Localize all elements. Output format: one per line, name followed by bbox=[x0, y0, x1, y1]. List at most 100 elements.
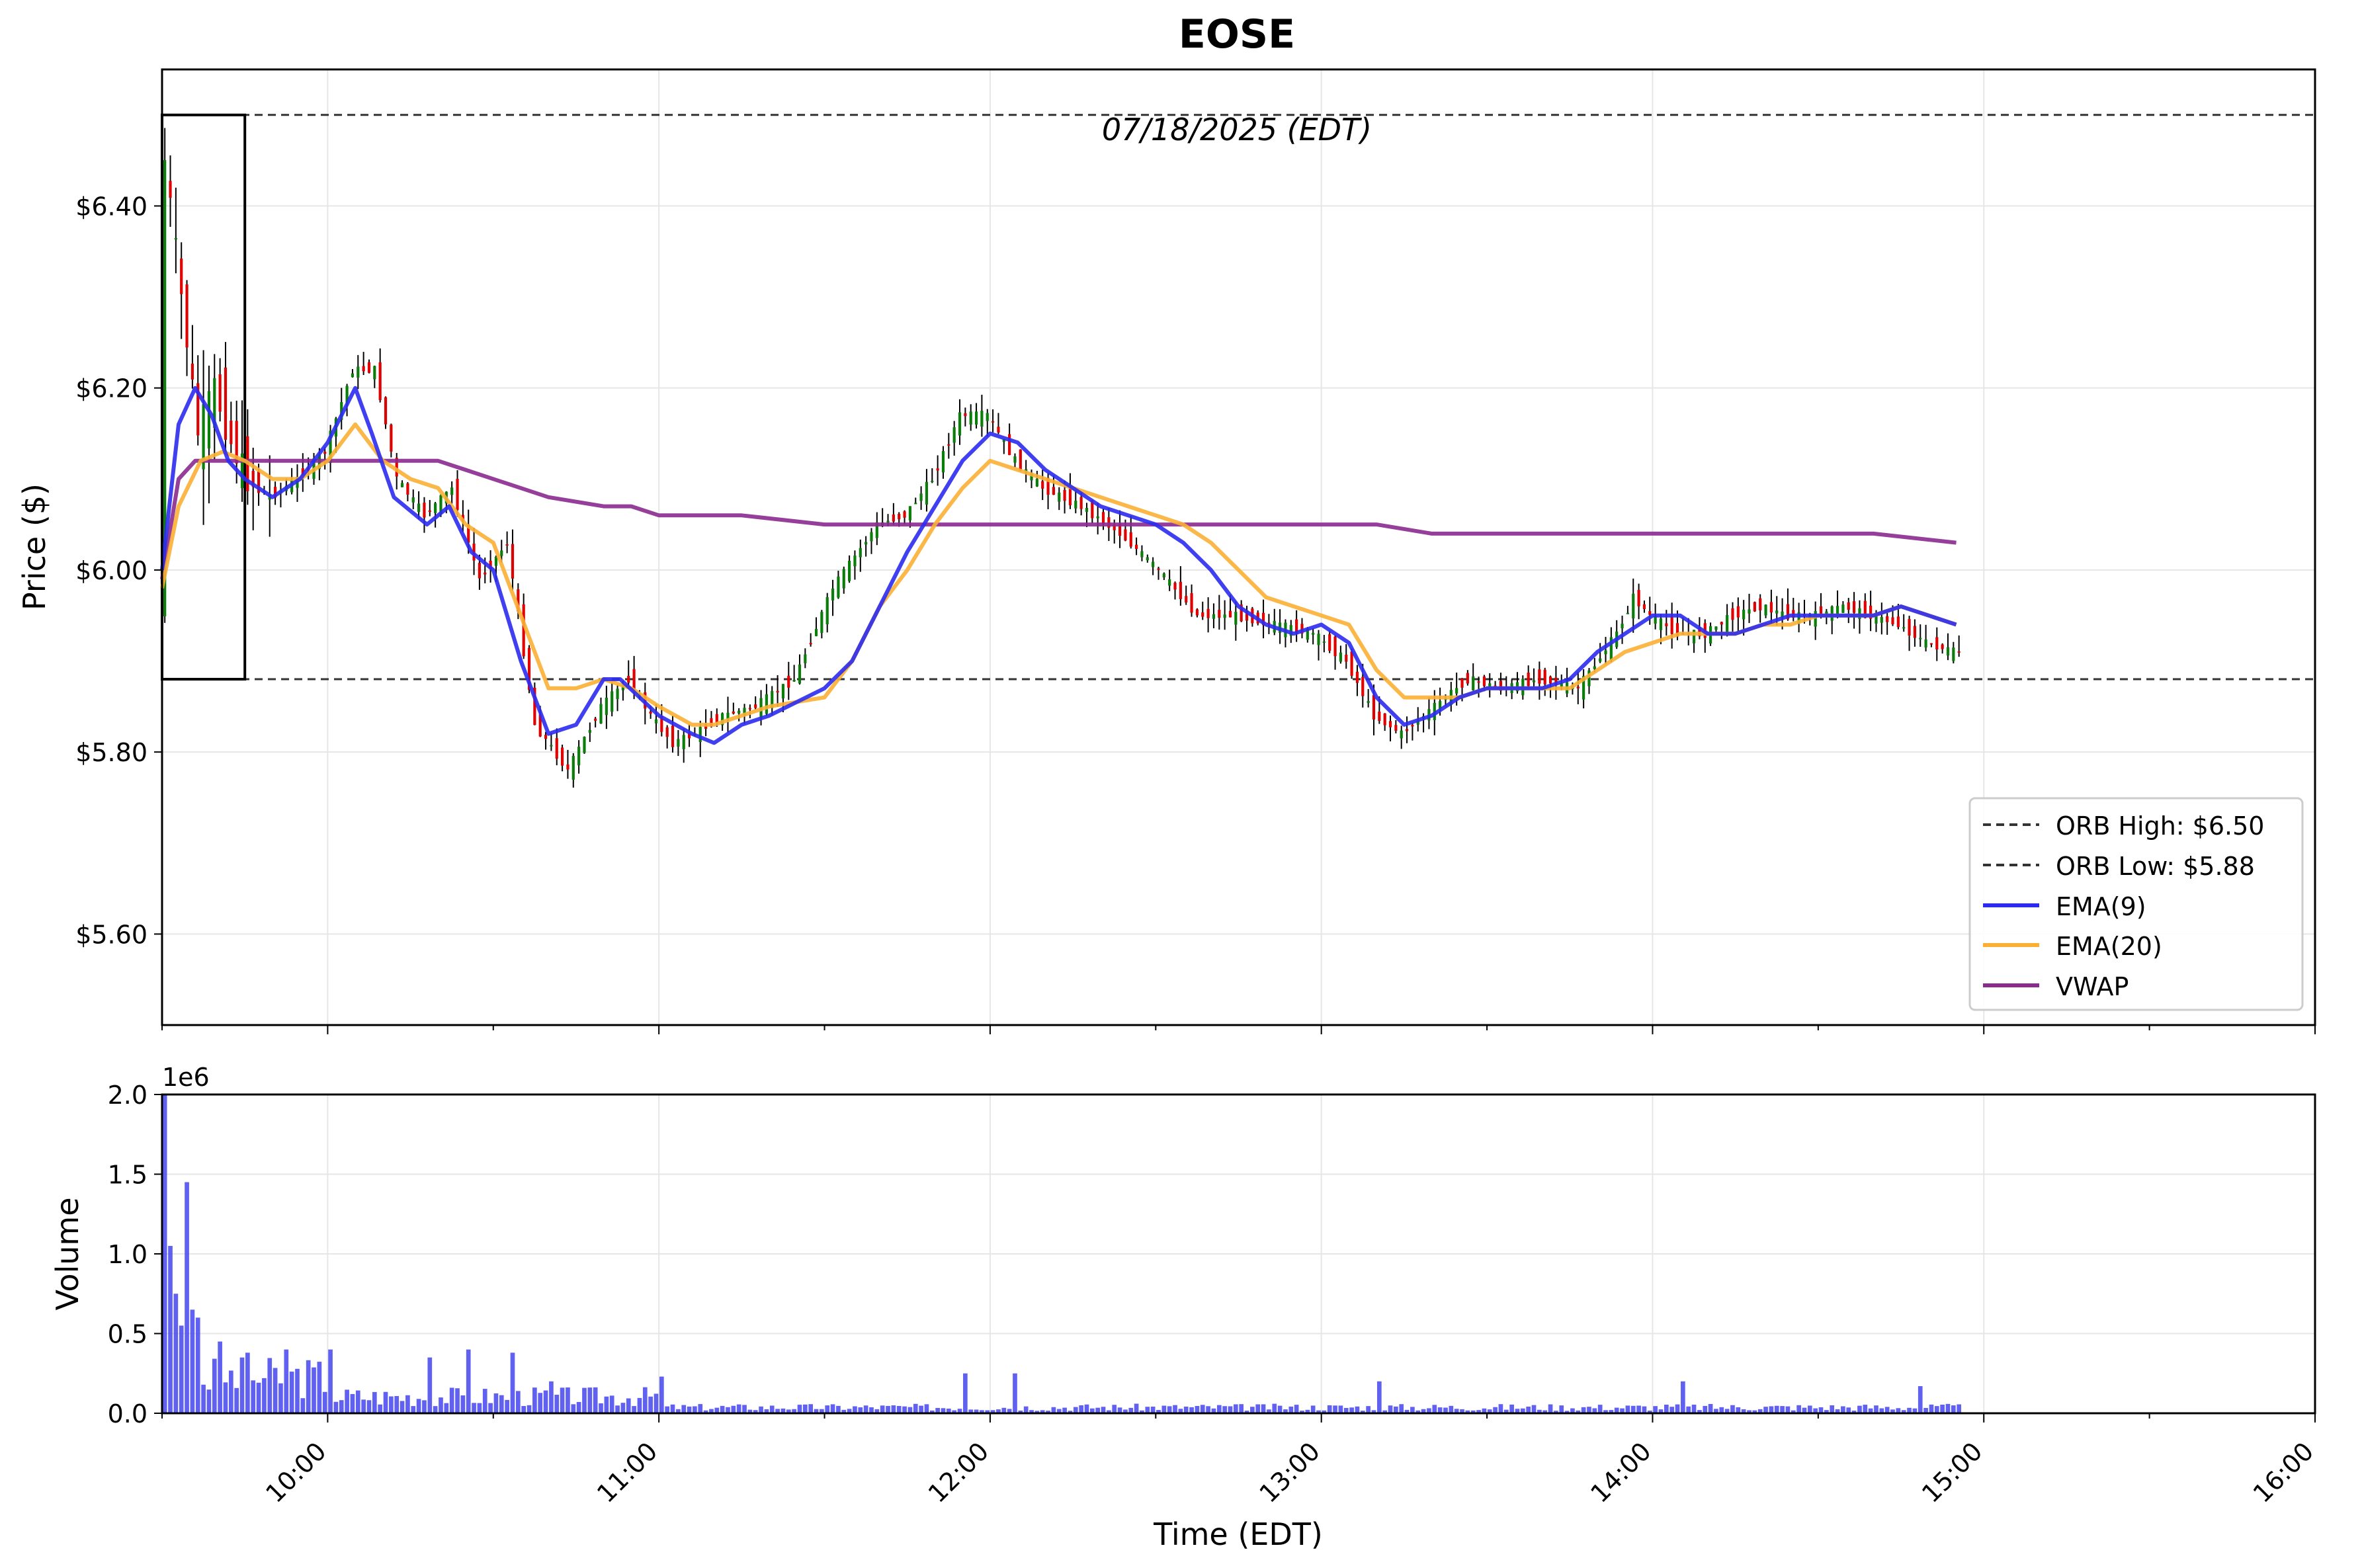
volume-bar bbox=[1404, 1409, 1410, 1413]
candle-body bbox=[423, 503, 426, 518]
volume-bar bbox=[571, 1404, 576, 1413]
candle-body bbox=[1835, 606, 1839, 616]
volume-bar bbox=[1382, 1410, 1388, 1413]
candle-body bbox=[886, 520, 890, 523]
volume-bar bbox=[1614, 1407, 1619, 1413]
candle-body bbox=[687, 733, 691, 739]
candle-body bbox=[1378, 712, 1381, 722]
volume-bar bbox=[747, 1409, 753, 1413]
candle-body bbox=[1642, 604, 1646, 609]
candle-body bbox=[583, 737, 586, 753]
volume-bar bbox=[532, 1387, 537, 1413]
volume-bar bbox=[1846, 1407, 1851, 1413]
volume-bar bbox=[1173, 1405, 1177, 1413]
candle-body bbox=[1560, 682, 1563, 687]
volume-bar bbox=[698, 1404, 703, 1413]
volume-bar bbox=[853, 1406, 857, 1413]
candle-body bbox=[1079, 497, 1083, 509]
candle-body bbox=[1201, 612, 1204, 617]
volume-bar bbox=[1526, 1406, 1531, 1413]
candle-body bbox=[1118, 524, 1122, 536]
volume-bar bbox=[919, 1405, 923, 1413]
candle-body bbox=[1869, 605, 1873, 619]
volume-bar bbox=[736, 1404, 741, 1413]
volume-bar bbox=[654, 1393, 659, 1413]
candle-body bbox=[1488, 683, 1492, 689]
candle-body bbox=[1113, 524, 1116, 530]
volume-bar bbox=[1244, 1411, 1249, 1413]
volume-bar bbox=[1300, 1411, 1304, 1413]
candle-body bbox=[865, 542, 868, 545]
volume-bar bbox=[267, 1358, 273, 1413]
candle-body bbox=[665, 727, 669, 737]
volume-bar bbox=[422, 1400, 427, 1413]
volume-bar bbox=[372, 1391, 377, 1413]
volume-bar bbox=[228, 1370, 233, 1413]
volume-bar bbox=[1432, 1405, 1437, 1413]
volume-y-axis: 0.0 0.5 1.0 1.5 2.0 bbox=[108, 1081, 162, 1428]
volume-bar bbox=[505, 1399, 509, 1413]
candle-body bbox=[908, 506, 911, 520]
volume-bar bbox=[472, 1403, 476, 1413]
candle-body bbox=[814, 628, 818, 636]
candle-body bbox=[522, 604, 525, 657]
candle-body bbox=[494, 556, 498, 566]
volume-bar bbox=[218, 1341, 222, 1413]
volume-bar bbox=[256, 1382, 261, 1413]
candle-body bbox=[919, 493, 923, 501]
volume-bar bbox=[1355, 1406, 1360, 1413]
price-y-tick-label: $5.80 bbox=[75, 738, 148, 767]
volume-bar bbox=[1774, 1405, 1779, 1413]
legend-label-orb-low: ORB Low: $5.88 bbox=[2056, 852, 2255, 881]
volume-bar bbox=[620, 1403, 626, 1413]
x-tick-label: 10:00 bbox=[260, 1436, 332, 1508]
volume-bar bbox=[1013, 1373, 1017, 1413]
volume-bar bbox=[527, 1405, 532, 1413]
candle-body bbox=[627, 675, 630, 683]
candle-body bbox=[517, 589, 520, 612]
candle-body bbox=[1030, 474, 1033, 481]
candle-body bbox=[1096, 516, 1099, 518]
volume-bar bbox=[1912, 1408, 1918, 1413]
legend-entry-vwap: VWAP bbox=[1983, 972, 2129, 1001]
candle-body bbox=[1107, 517, 1111, 528]
candle-body bbox=[853, 556, 857, 567]
candle-body bbox=[1781, 611, 1784, 618]
candle-body bbox=[1929, 643, 1933, 645]
volume-bar bbox=[1625, 1405, 1630, 1413]
candle-body bbox=[1731, 608, 1734, 620]
candle-body bbox=[500, 550, 503, 556]
legend-box bbox=[1968, 797, 2304, 1011]
candle-body bbox=[439, 495, 443, 515]
chart-date-subtitle: 07/18/2025 (EDT) bbox=[1102, 112, 1372, 147]
volume-bar bbox=[1333, 1405, 1337, 1413]
volume-bar bbox=[1647, 1411, 1652, 1413]
candle-body bbox=[848, 560, 851, 581]
volume-bar bbox=[1901, 1410, 1906, 1413]
volume-bar bbox=[1216, 1405, 1222, 1413]
volume-bar bbox=[587, 1387, 593, 1413]
volume-bar bbox=[1747, 1410, 1751, 1413]
volume-bar bbox=[1046, 1411, 1050, 1413]
candle-body bbox=[1052, 487, 1055, 495]
volume-bar bbox=[1503, 1409, 1509, 1413]
volume-bar bbox=[792, 1409, 796, 1413]
candle-body bbox=[1185, 596, 1188, 603]
candle-body bbox=[1383, 713, 1386, 725]
x-tick-label: 14:00 bbox=[1585, 1436, 1657, 1508]
volume-bar bbox=[400, 1401, 405, 1413]
candle-body bbox=[577, 747, 581, 766]
volume-bar bbox=[632, 1406, 636, 1413]
candle-body bbox=[1819, 606, 1823, 618]
legend-entry-orb-low: ORB Low: $5.88 bbox=[1983, 852, 2255, 881]
volume-bar bbox=[1310, 1405, 1316, 1413]
volume-bar bbox=[1531, 1405, 1537, 1413]
candle-body bbox=[367, 362, 371, 373]
candle-body bbox=[1847, 602, 1850, 610]
volume-bar bbox=[179, 1325, 184, 1413]
volume-bar bbox=[1620, 1408, 1624, 1413]
candle-body bbox=[1941, 644, 1944, 649]
candle-body bbox=[594, 718, 597, 721]
volume-bar bbox=[1449, 1405, 1454, 1413]
volume-bar bbox=[262, 1378, 267, 1413]
